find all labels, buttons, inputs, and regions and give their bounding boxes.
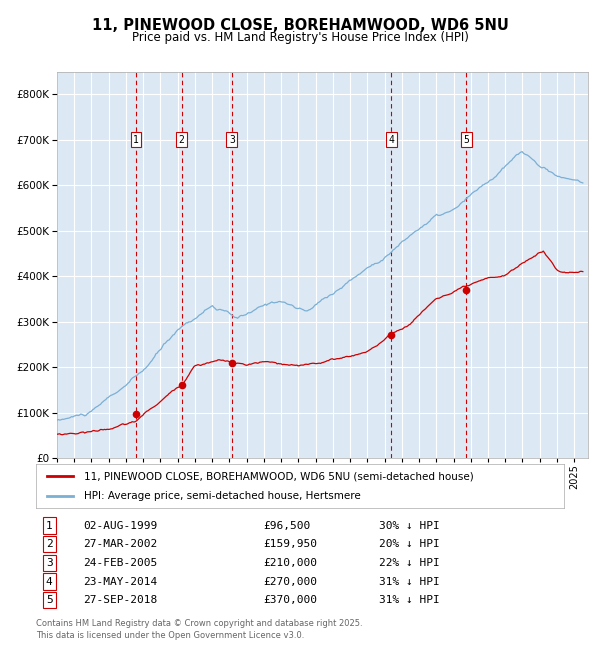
- Text: £270,000: £270,000: [263, 577, 317, 586]
- Text: 02-AUG-1999: 02-AUG-1999: [83, 521, 158, 530]
- Text: 3: 3: [46, 558, 53, 568]
- Text: 30% ↓ HPI: 30% ↓ HPI: [379, 521, 440, 530]
- Text: 27-SEP-2018: 27-SEP-2018: [83, 595, 158, 605]
- Text: 4: 4: [46, 577, 53, 586]
- Text: 4: 4: [388, 135, 394, 145]
- Text: 5: 5: [46, 595, 53, 605]
- Text: 31% ↓ HPI: 31% ↓ HPI: [379, 595, 440, 605]
- Text: 31% ↓ HPI: 31% ↓ HPI: [379, 577, 440, 586]
- Text: £159,950: £159,950: [263, 540, 317, 549]
- Text: 27-MAR-2002: 27-MAR-2002: [83, 540, 158, 549]
- Text: 3: 3: [229, 135, 235, 145]
- Text: Price paid vs. HM Land Registry's House Price Index (HPI): Price paid vs. HM Land Registry's House …: [131, 31, 469, 44]
- Text: £96,500: £96,500: [263, 521, 310, 530]
- Text: 5: 5: [463, 135, 469, 145]
- Text: 20% ↓ HPI: 20% ↓ HPI: [379, 540, 440, 549]
- Text: 2: 2: [179, 135, 185, 145]
- Text: 24-FEB-2005: 24-FEB-2005: [83, 558, 158, 568]
- Text: £210,000: £210,000: [263, 558, 317, 568]
- Text: 23-MAY-2014: 23-MAY-2014: [83, 577, 158, 586]
- Text: 2: 2: [46, 540, 53, 549]
- Text: 11, PINEWOOD CLOSE, BOREHAMWOOD, WD6 5NU (semi-detached house): 11, PINEWOOD CLOSE, BOREHAMWOOD, WD6 5NU…: [83, 471, 473, 482]
- Text: This data is licensed under the Open Government Licence v3.0.: This data is licensed under the Open Gov…: [36, 630, 304, 640]
- Text: 22% ↓ HPI: 22% ↓ HPI: [379, 558, 440, 568]
- Text: HPI: Average price, semi-detached house, Hertsmere: HPI: Average price, semi-detached house,…: [83, 491, 360, 501]
- Text: £370,000: £370,000: [263, 595, 317, 605]
- Text: 1: 1: [46, 521, 53, 530]
- Text: 11, PINEWOOD CLOSE, BOREHAMWOOD, WD6 5NU: 11, PINEWOOD CLOSE, BOREHAMWOOD, WD6 5NU: [92, 18, 508, 33]
- Text: Contains HM Land Registry data © Crown copyright and database right 2025.: Contains HM Land Registry data © Crown c…: [36, 619, 362, 628]
- Text: 1: 1: [133, 135, 139, 145]
